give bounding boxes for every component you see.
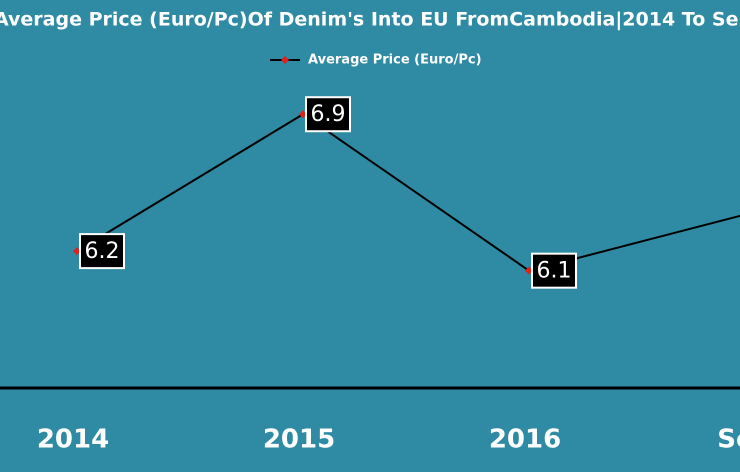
data-label: 6.1 (537, 259, 572, 284)
x-tick-label: 2015 (263, 425, 335, 455)
x-tick-label: 2014 (37, 425, 109, 455)
series-line (76, 113, 740, 272)
legend-marker (281, 56, 289, 64)
data-label: 6.2 (85, 239, 120, 264)
data-label-box (305, 96, 351, 133)
x-tick-label: 2016 (489, 425, 561, 455)
chart-title: Average Price (Euro/Pc)Of Denim's Into E… (0, 9, 740, 31)
data-label-box (79, 233, 125, 270)
legend-label: Average Price (Euro/Pc) (308, 53, 482, 68)
data-label-box (531, 252, 577, 289)
x-tick-label: Sept (717, 425, 740, 455)
data-label: 6.9 (311, 102, 346, 127)
